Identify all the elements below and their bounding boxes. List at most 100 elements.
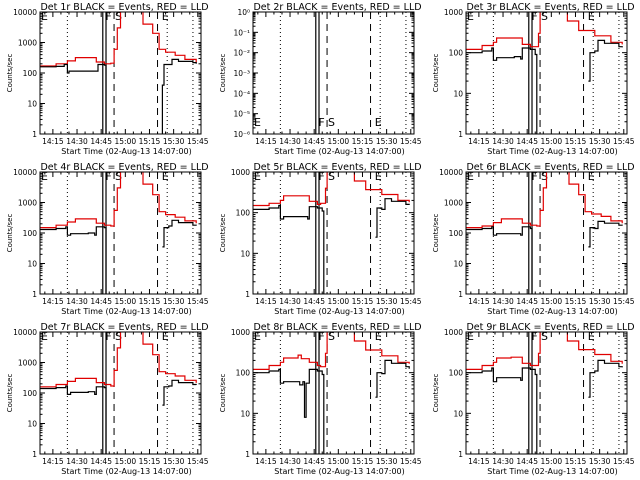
- interval-letter: E: [467, 330, 474, 343]
- plot-frame: [39, 171, 202, 295]
- interval-letter: E: [467, 10, 474, 23]
- panel-det-8: Det 8r BLACK = Events, RED = LLD Counts/s…: [219, 322, 422, 476]
- events-series-line: [40, 63, 107, 134]
- x-tick-label: 14:45: [516, 457, 538, 466]
- panel-det-9: Det 9r BLACK = Events, RED = LLD Counts/s…: [432, 322, 635, 476]
- y-tick-label: 100: [236, 209, 251, 218]
- interval-letter: S: [328, 170, 335, 183]
- x-tick-label: 14:30: [492, 457, 514, 466]
- interval-letter: E: [588, 330, 595, 343]
- interval-letter: F: [531, 330, 537, 343]
- y-tick-label: 1: [458, 130, 463, 139]
- y-tick-label: 10: [27, 260, 37, 269]
- panel-title: Det 2r BLACK = Events, RED = LLD: [253, 2, 421, 13]
- x-tick-label: 15:00: [328, 297, 350, 306]
- panel-title: Det 5r BLACK = Events, RED = LLD: [253, 162, 421, 173]
- panel-title: Det 6r BLACK = Events, RED = LLD: [466, 162, 634, 173]
- x-axis-label: Start Time (02-Aug-13 14:07:00): [487, 307, 618, 316]
- events-series-line: [162, 379, 197, 406]
- y-axis-label: Counts/sec: [6, 54, 14, 93]
- lld-series-line: [466, 332, 623, 370]
- y-tick-label: 10⁻¹: [233, 28, 250, 37]
- lld-series-line: [40, 332, 197, 388]
- y-tick-label: 100: [23, 229, 38, 238]
- interval-letter: E: [41, 10, 48, 23]
- y-tick-label: 1000: [18, 39, 37, 48]
- y-tick-label: 100: [23, 69, 38, 78]
- x-tick-label: 14:45: [90, 297, 112, 306]
- interval-letter: S: [115, 10, 122, 23]
- events-series-line: [161, 58, 197, 134]
- y-tick-label: 10: [27, 100, 37, 109]
- x-tick-label: 14:15: [42, 297, 64, 306]
- x-tick-label: 14:15: [42, 137, 64, 146]
- y-tick-label: 10000: [13, 328, 37, 337]
- events-series-line: [253, 204, 325, 294]
- plot-frame: [39, 331, 202, 455]
- x-tick-label: 14:45: [90, 137, 112, 146]
- x-tick-label: 14:30: [66, 297, 88, 306]
- x-axis-label: Start Time (02-Aug-13 14:07:00): [61, 307, 192, 316]
- x-axis-label: Start Time (02-Aug-13 14:07:00): [274, 467, 405, 476]
- interval-letter: S: [541, 10, 548, 23]
- interval-letter: E: [588, 170, 595, 183]
- interval-letter: S: [541, 170, 548, 183]
- y-tick-label: 10⁻⁴: [233, 89, 250, 98]
- x-tick-label: 15:45: [187, 137, 209, 146]
- x-tick-label: 14:15: [42, 457, 64, 466]
- y-tick-label: 10⁻⁵: [233, 110, 250, 119]
- x-tick-label: 15:45: [187, 457, 209, 466]
- y-tick-label: 1000: [444, 8, 463, 17]
- panel-title: Det 1r BLACK = Events, RED = LLD: [40, 2, 208, 13]
- panel-title: Det 3r BLACK = Events, RED = LLD: [466, 2, 634, 13]
- x-tick-label: 15:15: [139, 297, 161, 306]
- interval-letter: E: [254, 116, 261, 129]
- y-tick-label: 10000: [439, 168, 463, 177]
- x-tick-label: 15:15: [565, 137, 587, 146]
- x-tick-label: 15:15: [352, 297, 374, 306]
- events-series-line: [466, 226, 533, 294]
- x-tick-label: 15:45: [613, 297, 635, 306]
- interval-letter: S: [115, 330, 122, 343]
- x-tick-label: 14:45: [303, 137, 325, 146]
- x-tick-label: 14:45: [90, 457, 112, 466]
- interval-letter: S: [541, 330, 548, 343]
- y-tick-label: 10⁻⁶: [233, 130, 250, 139]
- y-tick-label: 1000: [231, 328, 250, 337]
- lld-series-line: [253, 172, 410, 207]
- y-tick-label: 10: [453, 89, 463, 98]
- y-tick-label: 10⁻²: [233, 49, 250, 58]
- panel-title: Det 8r BLACK = Events, RED = LLD: [253, 322, 421, 333]
- x-tick-label: 15:30: [589, 297, 611, 306]
- x-tick-label: 15:00: [328, 457, 350, 466]
- lld-series-line: [253, 332, 410, 370]
- x-tick-label: 15:45: [400, 137, 422, 146]
- x-tick-label: 15:15: [352, 457, 374, 466]
- x-tick-label: 15:30: [376, 457, 398, 466]
- interval-letter: F: [105, 10, 111, 23]
- interval-letter: S: [115, 170, 122, 183]
- x-tick-label: 15:45: [613, 457, 635, 466]
- x-tick-label: 14:15: [255, 457, 277, 466]
- x-tick-label: 15:30: [163, 137, 185, 146]
- lld-series-line: [466, 172, 623, 229]
- interval-letter: E: [162, 330, 169, 343]
- x-tick-label: 15:45: [613, 137, 635, 146]
- y-tick-label: 100: [23, 389, 38, 398]
- interval-letter: F: [318, 170, 324, 183]
- plot-frame: [465, 171, 628, 295]
- x-axis-label: Start Time (02-Aug-13 14:07:00): [61, 467, 192, 476]
- x-tick-label: 14:30: [492, 137, 514, 146]
- x-tick-label: 14:15: [468, 137, 490, 146]
- x-tick-label: 15:00: [541, 137, 563, 146]
- plot-frame: [252, 331, 415, 455]
- y-tick-label: 1: [32, 290, 37, 299]
- y-axis-label: Counts/sec: [219, 214, 227, 253]
- y-tick-label: 100: [236, 369, 251, 378]
